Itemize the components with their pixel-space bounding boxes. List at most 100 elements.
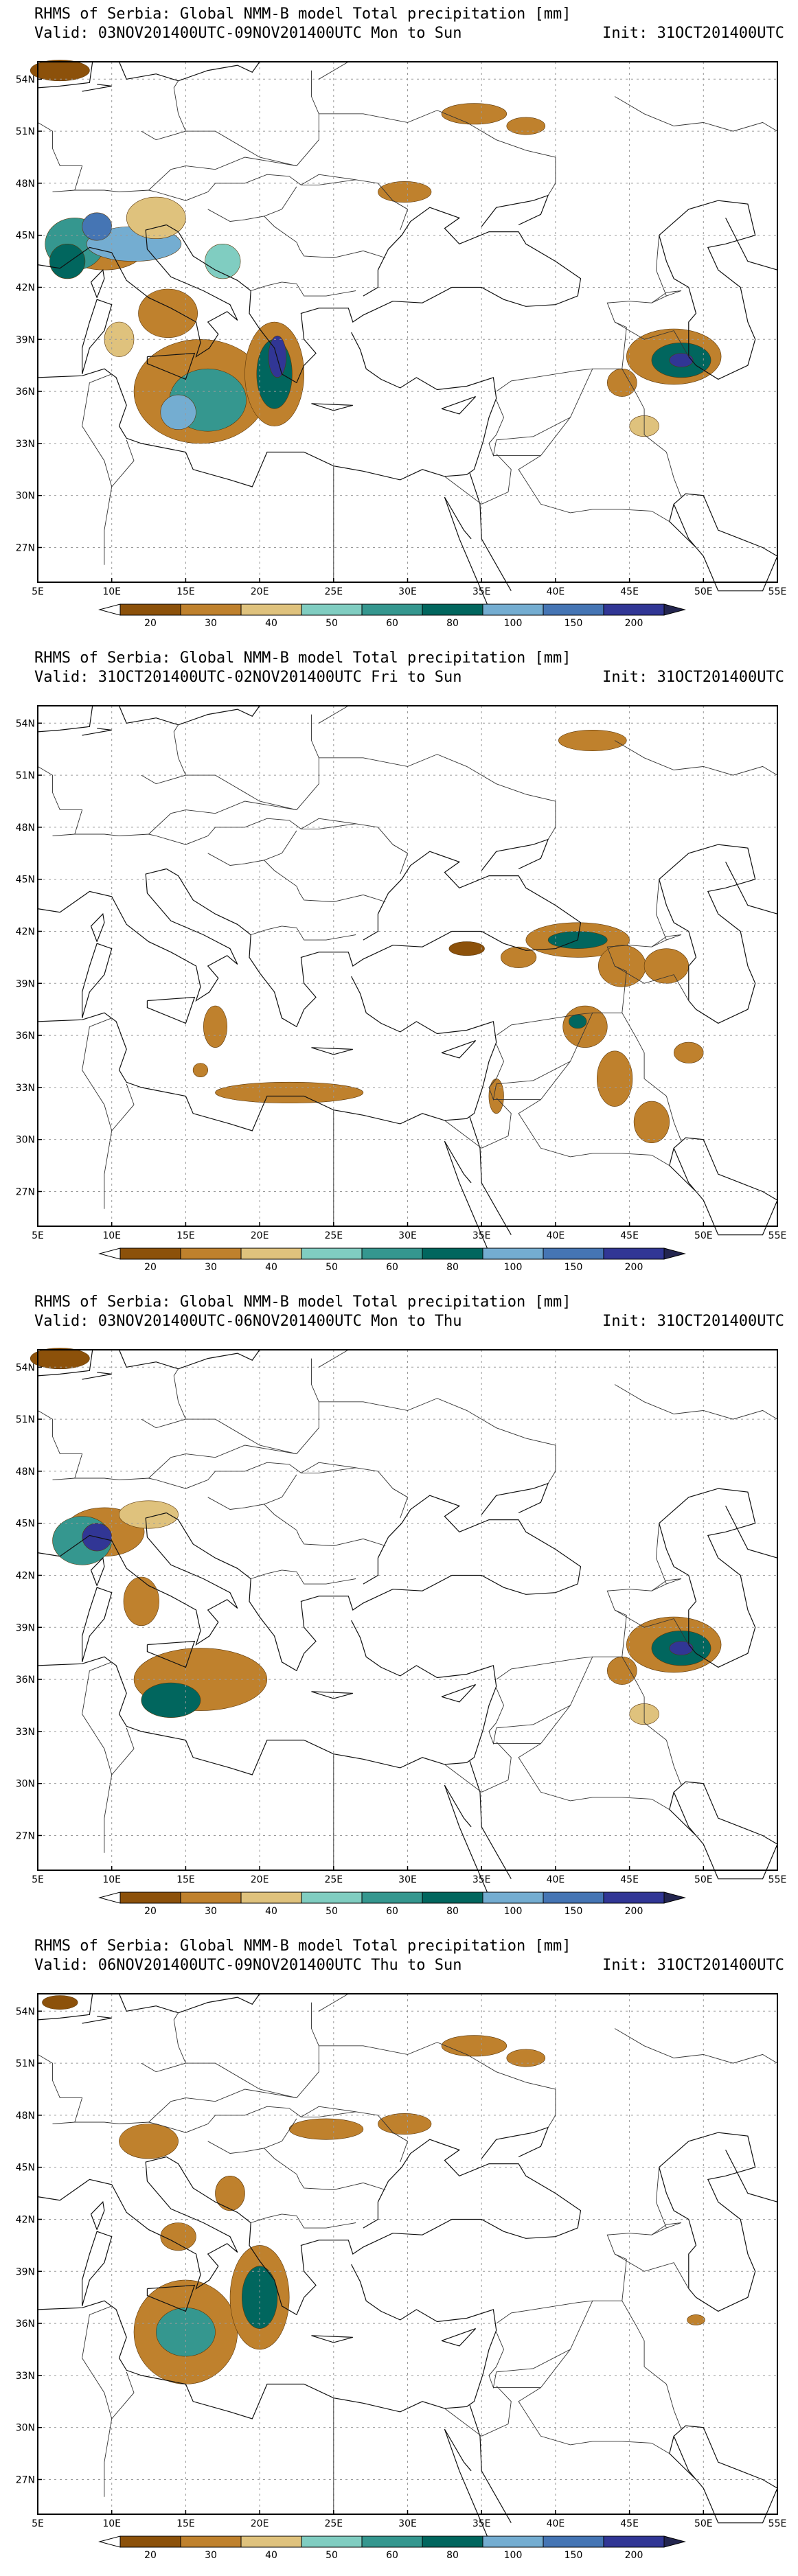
country-border: [481, 1097, 512, 1149]
x-tick-label: 45E: [620, 1230, 639, 1241]
coastline: [166, 868, 578, 1028]
country-border: [111, 1727, 135, 1775]
y-tick-label: 54N: [16, 74, 35, 85]
x-tick-label: 5E: [32, 2518, 44, 2529]
y-tick-label: 27N: [16, 1830, 35, 1841]
x-tick-label: 40E: [547, 2518, 565, 2529]
country-border: [614, 965, 689, 1001]
precip-area: [633, 1101, 670, 1144]
country-border: [251, 2213, 356, 2229]
valid-period: Valid: 03NOV201400UTC-09NOV201400UTC Mon…: [34, 25, 462, 42]
colorbar-segment: [119, 2535, 181, 2548]
country-border: [488, 2332, 571, 2389]
map-plot-area: 5E 10E 15E 20E 25E 30E 35E 40E 45E 50E 55E 27N 30N 33…: [16, 1348, 786, 1897]
x-tick-label: 15E: [176, 1230, 195, 1241]
y-tick-label: 30N: [16, 1779, 35, 1790]
colorbar-segment: [482, 1247, 544, 1260]
y-tick-label: 27N: [16, 542, 35, 553]
coastline: [469, 2404, 512, 2523]
map-plot-area: 5E 10E 15E 20E 25E 30E 35E 40E 45E 50E 55E 27N 30N 33…: [16, 705, 786, 1253]
y-tick-label: 45N: [16, 875, 35, 886]
y-tick-label: 33N: [16, 2371, 35, 2382]
map-title: RHMS of Serbia: Global NMM-B model Total…: [34, 649, 571, 667]
x-tick-label: 40E: [547, 586, 565, 597]
country-border: [655, 1523, 667, 1585]
precip-area: [558, 730, 627, 752]
country-border: [651, 1578, 682, 1591]
colorbar-label: 200: [625, 1906, 643, 1917]
y-tick-label: 42N: [16, 1570, 35, 1581]
panel-2: RHMS of Serbia: Global NMM-B model Total…: [0, 1288, 798, 1932]
colorbar-label: 30: [205, 1262, 217, 1273]
colorbar-label: 60: [386, 618, 398, 629]
coastline: [37, 1620, 497, 1775]
precipitation-map: 5E 10E 15E 20E 25E 30E 35E 40E 45E 50E 55E 27N 30N 33…: [16, 705, 786, 1273]
x-tick-label: 10E: [102, 586, 121, 597]
country-border: [301, 818, 356, 829]
colorbar-segment: [482, 2535, 544, 2548]
precip-area: [643, 948, 689, 984]
colorbar-label: 20: [144, 2550, 157, 2561]
precip-area: [378, 181, 432, 203]
coastline: [363, 207, 582, 297]
coastline: [481, 2126, 549, 2159]
y-tick-label: 51N: [16, 770, 35, 781]
map-plot-area: 5E 10E 15E 20E 25E 30E 35E 40E 45E 50E 55E 27N 30N 33…: [16, 60, 786, 609]
country-border: [444, 1764, 482, 1793]
x-tick-label: 10E: [102, 1874, 121, 1885]
coastline: [90, 1556, 105, 1586]
country-border: [614, 1384, 778, 1420]
colorbar-label: 50: [326, 2550, 338, 2561]
x-tick-label: 15E: [176, 1874, 195, 1885]
coastline: [146, 2284, 196, 2312]
coastline: [37, 1993, 260, 2021]
country-border: [82, 1661, 113, 1853]
colorbar-label: 150: [565, 1262, 583, 1273]
coastline: [146, 352, 196, 380]
country-border: [651, 290, 682, 303]
precip-area: [119, 2124, 179, 2159]
y-tick-label: 42N: [16, 926, 35, 937]
country-border: [37, 766, 83, 835]
colorbar-segment: [180, 603, 242, 616]
colorbar-label: 150: [565, 618, 583, 629]
coastline: [37, 224, 238, 358]
colorbar-segment: [543, 603, 604, 616]
coastline: [444, 496, 472, 540]
coastline: [90, 268, 105, 298]
colorbar-segment: [422, 1891, 483, 1904]
y-tick-label: 36N: [16, 2319, 35, 2330]
precip-area: [49, 244, 86, 279]
colorbar-segment: [240, 2535, 302, 2548]
precip-area: [562, 1005, 608, 1048]
x-tick-label: 50E: [694, 1874, 713, 1885]
coastline: [444, 496, 490, 609]
colorbar-label: 40: [265, 618, 277, 629]
y-tick-label: 48N: [16, 179, 35, 189]
x-tick-label: 20E: [251, 586, 269, 597]
colorbar-segment: [301, 2535, 363, 2548]
country-border: [614, 2028, 778, 2064]
coastline: [37, 1512, 238, 1646]
x-tick-label: 45E: [620, 2518, 639, 2529]
colorbar-segment: [240, 1891, 302, 1904]
colorbar-segment: [543, 1247, 604, 1260]
y-tick-label: 48N: [16, 1467, 35, 1477]
x-tick-label: 25E: [324, 2518, 343, 2529]
x-tick-label: 10E: [102, 1230, 121, 1241]
y-tick-label: 45N: [16, 231, 35, 242]
coastline: [673, 2425, 778, 2524]
colorbar-segment: [119, 1247, 181, 1260]
colorbar-segment: [361, 1891, 423, 1904]
colorbar-label: 100: [504, 1906, 523, 1917]
coastline: [725, 862, 778, 915]
y-tick-label: 30N: [16, 491, 35, 502]
coastline: [659, 2132, 756, 2312]
init-time: Init: 31OCT201400UTC: [602, 669, 784, 686]
precip-area: [669, 1641, 694, 1656]
panel-3: RHMS of Serbia: Global NMM-B model Total…: [0, 1932, 798, 2576]
precip-area: [596, 1050, 633, 1107]
coastline: [659, 200, 756, 380]
colorbar-segment: [543, 1891, 604, 1904]
country-border: [82, 2305, 113, 2497]
